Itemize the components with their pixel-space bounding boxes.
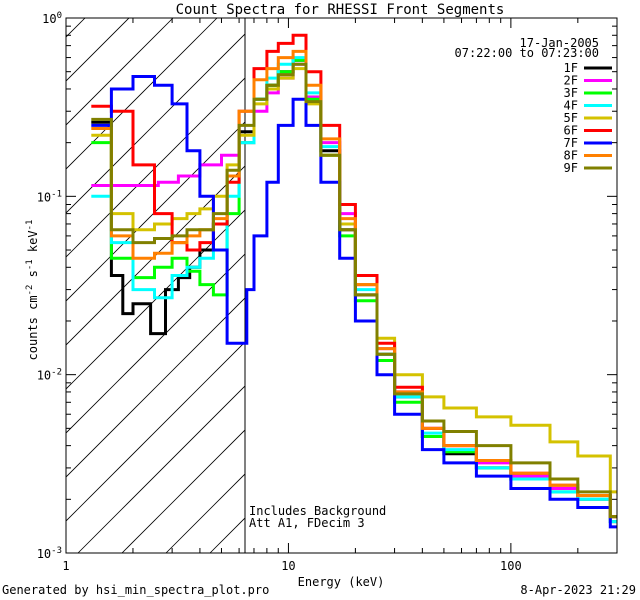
series-9F: [91, 62, 617, 519]
hatch-line: [66, 165, 245, 346]
x-tick-label: 100: [500, 559, 522, 573]
chart-title: Count Spectra for RHESSI Front Segments: [176, 2, 505, 18]
hatch-line: [66, 121, 245, 302]
hatch-line: [66, 341, 245, 522]
y-tick-label: 100: [42, 11, 62, 26]
legend-label-8F: 8F: [564, 149, 578, 163]
footer-date: 8-Apr-2023 21:29: [520, 583, 636, 597]
series-layer: [91, 33, 617, 529]
hatch-line: [66, 18, 86, 38]
series-8F: [91, 49, 617, 519]
hatch-line: [66, 33, 245, 214]
series-4F: [91, 56, 617, 524]
hatch-line: [66, 77, 245, 258]
y-tick-label: 10-2: [37, 368, 62, 383]
x-tick-label: 10: [281, 559, 295, 573]
legend-label-3F: 3F: [564, 86, 578, 100]
x-axis-label: Energy (keV): [298, 575, 385, 589]
date-label: 17-Jan-2005: [520, 36, 599, 50]
footer-generated-by: Generated by hsi_min_spectra_plot.pro: [2, 583, 269, 597]
time-range-label: 07:22:00 to 07:23:00: [455, 46, 600, 60]
hatch-line: [66, 18, 130, 82]
series-5F: [91, 67, 617, 494]
hatch-line: [66, 18, 174, 126]
hatch-line: [77, 385, 245, 553]
plot-frame: [65, 17, 618, 554]
legend-label-5F: 5F: [564, 111, 578, 125]
annotation-attenuator: Att A1, FDecim 3: [249, 516, 365, 530]
axis-ticks: 1 10 100 100 10-1 10-2 10-3: [37, 11, 618, 573]
legend-label-1F: 1F: [564, 61, 578, 75]
y-tick-label: 10-3: [37, 546, 62, 561]
hatch-line: [66, 209, 245, 390]
hatch-line: [66, 253, 245, 434]
legend-label-7F: 7F: [564, 136, 578, 150]
legend-label-9F: 9F: [564, 161, 578, 175]
annotation-background: Includes Background: [249, 504, 386, 518]
x-tick-label: 1: [62, 559, 69, 573]
hatch-line: [66, 18, 218, 170]
hatch-line: [254, 0, 640, 553]
y-tick-label: 10-1: [37, 189, 62, 204]
series-7F: [91, 75, 617, 529]
hatch-line: [66, 297, 245, 478]
y-axis-label: counts cm-2 s-1 keV-1: [25, 220, 40, 361]
legend-label-4F: 4F: [564, 99, 578, 113]
hatch-line: [121, 429, 245, 553]
legend-label-6F: 6F: [564, 124, 578, 138]
legend-label-2F: 2F: [564, 74, 578, 88]
